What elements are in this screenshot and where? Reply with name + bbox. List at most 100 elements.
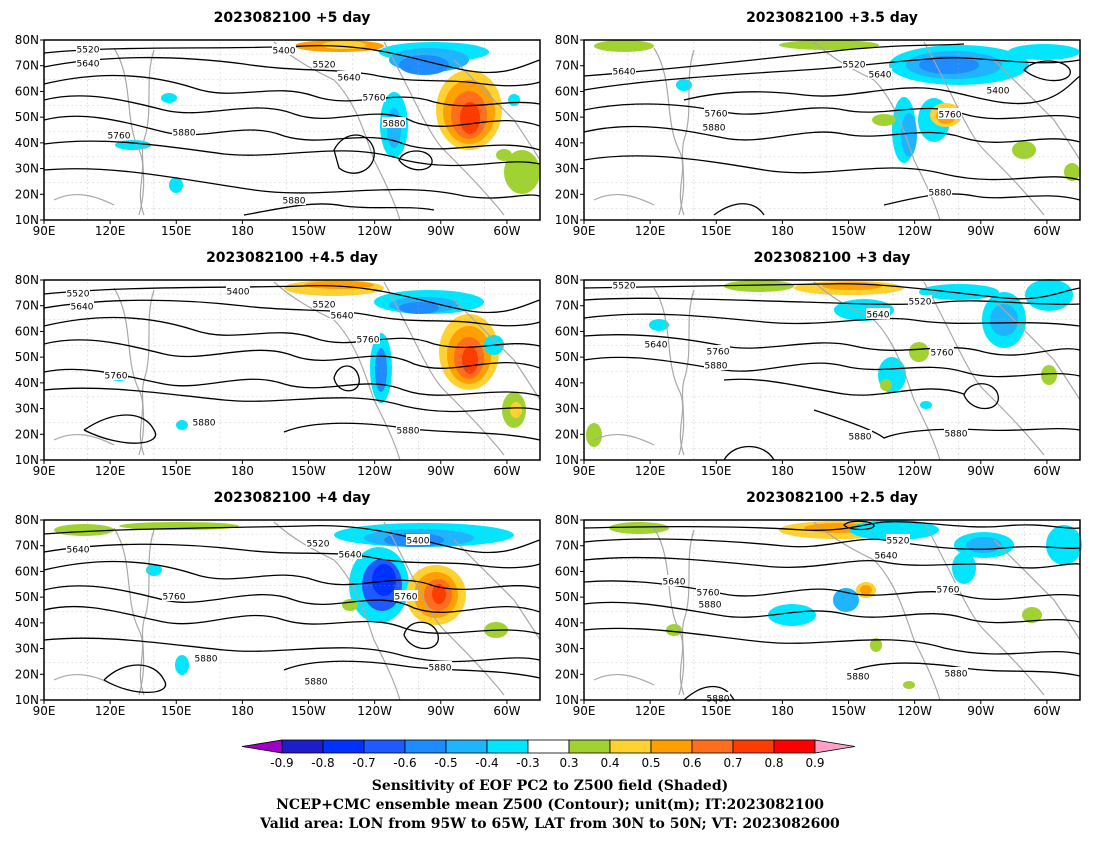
lat-tick-label: 70N (555, 539, 579, 553)
z500-contour (243, 203, 435, 216)
contour-label-bg (337, 71, 361, 82)
lat-axis: 80N 70N 60N 50N 40N 30N 20N 10N (15, 273, 44, 467)
z500-contours (43, 525, 541, 694)
z500-contour (583, 538, 1081, 550)
z500-contour (583, 521, 1081, 531)
contour-label-bg (612, 279, 636, 290)
contour-label: 5880 (945, 670, 968, 680)
colorbar-swatch (732, 739, 775, 754)
contour-label: 5880 (703, 124, 726, 134)
lat-tick-label: 40N (15, 616, 39, 630)
contour-label: 5880 (383, 120, 406, 130)
lat-tick-label: 50N (15, 350, 39, 364)
lon-tick-label: 150E (161, 224, 192, 238)
z500-contour (813, 409, 1081, 439)
colorbar-swatch (650, 739, 693, 754)
contour-label: 5520 (313, 61, 336, 71)
z500-contour (583, 334, 1081, 356)
contour-label-bg (104, 369, 128, 380)
contour-label-bg (172, 126, 196, 137)
contour-label-bg (162, 590, 186, 601)
contour-label-bg (406, 534, 430, 545)
panel-frame (43, 519, 541, 701)
z500-contour (43, 560, 541, 591)
lat-tick-label: 20N (15, 427, 39, 441)
colorbar-swatch (445, 739, 488, 754)
colorbar-swatch (363, 739, 406, 754)
colorbar-label: -0.7 (352, 756, 375, 770)
lat-tick-label: 20N (555, 427, 579, 441)
contour-label: 5880 (283, 197, 306, 207)
lat-axis: 80N 70N 60N 50N 40N 30N 20N 10N (555, 33, 584, 227)
lon-tick-label: 120E (95, 704, 126, 718)
z500-contour (43, 339, 541, 369)
contour-label-bg (704, 107, 728, 118)
lon-tick-label: 120W (357, 464, 392, 478)
lat-tick-label: 30N (555, 162, 579, 176)
lat-tick-label: 60N (15, 564, 39, 578)
lon-tick-label: 180 (771, 704, 794, 718)
lon-tick-label: 90E (573, 704, 596, 718)
contour-label: 5880 (305, 678, 328, 688)
z500-contour (683, 686, 735, 701)
lon-tick-label: 150E (701, 224, 732, 238)
lat-axis: 80N 70N 60N 50N 40N 30N 20N 10N (555, 273, 584, 467)
contour-label-bg (944, 667, 968, 678)
map-panel-3: 5520564054005520564057605760588058802023… (15, 250, 541, 478)
lon-tick-label: 90W (967, 464, 994, 478)
lat-tick-label: 30N (15, 402, 39, 416)
lat-tick-label: 80N (15, 273, 39, 287)
contour-label: 5400 (987, 87, 1010, 97)
contour-labels: 5640 5520 5400 5640 5760 5760 5880 5880 5880 (66, 534, 452, 688)
panel-frame (583, 519, 1081, 701)
contour-label: 5520 (313, 301, 336, 311)
contour-label: 5880 (173, 129, 196, 139)
contour-label-bg (362, 91, 386, 102)
lat-tick-label: 70N (15, 299, 39, 313)
contour-label: 5520 (77, 46, 100, 56)
panel-frame (43, 279, 541, 461)
contour-label: 5880 (929, 189, 952, 199)
contour-label: 5640 (77, 60, 100, 70)
z500-contour (683, 75, 1081, 105)
lat-tick-label: 80N (555, 33, 579, 47)
panel-title: 2023082100 +5 day (214, 10, 371, 26)
contour-label: 5640 (645, 341, 668, 351)
contour-label-bg (428, 661, 452, 672)
lon-tick-label: 120W (897, 704, 932, 718)
lat-tick-label: 10N (15, 453, 39, 467)
lon-tick-label: 150E (701, 464, 732, 478)
panel-frame (43, 39, 541, 221)
contour-label-bg (698, 598, 722, 609)
contour-label-bg (842, 58, 866, 69)
gridlines (584, 40, 1080, 220)
z500-contour (43, 387, 541, 413)
lat-axis: 80N 70N 60N 50N 40N 30N 20N 10N (555, 513, 584, 707)
contour-label: 5640 (338, 74, 361, 84)
lat-tick-label: 50N (15, 590, 39, 604)
colorbar-label: -0.3 (516, 756, 539, 770)
z500-contour (723, 378, 965, 396)
z500-contour (43, 525, 541, 554)
lon-tick-label: 90W (967, 224, 994, 238)
z500-contour (583, 627, 1081, 655)
gridlines (584, 280, 1080, 460)
contour-label-bg (986, 84, 1010, 95)
panel-title: 2023082100 +4.5 day (206, 250, 378, 266)
lat-tick-label: 60N (555, 324, 579, 338)
contour-label: 5520 (67, 290, 90, 300)
z500-contour (583, 313, 1081, 327)
z500-contour (883, 193, 1081, 206)
lat-tick-label: 70N (15, 59, 39, 73)
caption-line3: Valid area: LON from 95W to 65W, LAT fro… (259, 816, 840, 832)
contour-label: 5400 (227, 288, 250, 298)
lon-tick-label: 150W (831, 704, 866, 718)
lon-axis: 90E 120E 150E 180 150W 120W 90W 60W (33, 460, 521, 478)
lon-tick-label: 120E (635, 704, 666, 718)
z500-contour (43, 285, 541, 314)
lat-tick-label: 30N (15, 162, 39, 176)
z500-contour (43, 74, 541, 107)
contour-label: 5760 (105, 372, 128, 382)
